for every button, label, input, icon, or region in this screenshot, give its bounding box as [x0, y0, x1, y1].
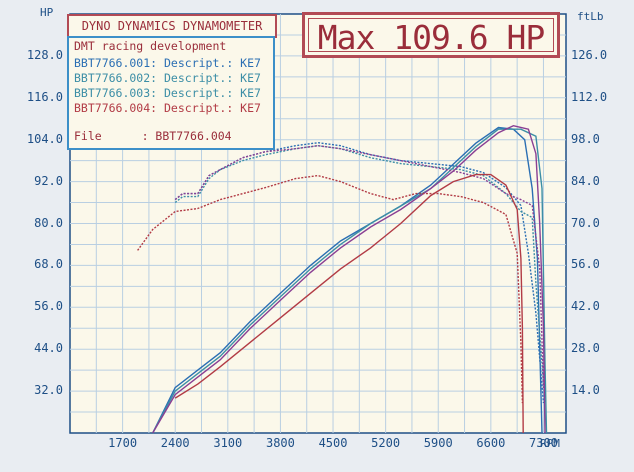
- y-left-tick-label: 80.0: [34, 215, 63, 230]
- y-left-tick-label: 68.0: [34, 257, 63, 272]
- x-tick-label: 4500: [318, 436, 348, 450]
- y-left-tick-label: 56.0: [34, 299, 63, 314]
- max-label: Max: [317, 18, 376, 57]
- run-entry-2: BBT7766.002: Descript.: KE7: [74, 71, 261, 85]
- y-right-tick-label: 70.0: [571, 215, 600, 230]
- run-entry-3: BBT7766.003: Descript.: KE7: [74, 86, 261, 100]
- file-label: File: [74, 129, 102, 143]
- grid: [70, 14, 566, 433]
- file-row: File : BBT7766.004: [74, 129, 273, 144]
- run-info-panel: DMT racing development BBT7766.001: Desc…: [67, 36, 275, 150]
- series-3-power-line: [152, 124, 546, 434]
- max-power-readout: Max 109.6 HP: [302, 12, 560, 58]
- x-tick-label: 5900: [423, 436, 453, 450]
- y-right-unit: ftLb: [577, 10, 604, 23]
- x-tick-label: 3100: [213, 436, 243, 450]
- series-4-torque-line: [137, 174, 524, 404]
- series-2-power-line: [152, 128, 548, 434]
- x-tick-label: 1700: [108, 436, 138, 450]
- x-unit: RPM: [540, 437, 560, 450]
- y-left-unit: HP: [40, 6, 54, 19]
- chart-title: DYNO DYNAMICS DYNAMOMETER: [67, 14, 277, 38]
- x-tick-label: 7300: [529, 436, 558, 450]
- y-left-tick-label: 92.0: [34, 173, 63, 188]
- series-lines: [137, 124, 548, 434]
- max-value: 109.6 HP: [393, 18, 545, 57]
- y-right-tick-label: 98.0: [571, 131, 600, 146]
- y-left-tick-label: 116.0: [26, 89, 63, 104]
- y-right-tick-label: 84.0: [571, 173, 600, 188]
- run-entry-4: BBT7766.004: Descript.: KE7: [74, 101, 261, 115]
- y-right-tick-label: 42.0: [571, 299, 600, 314]
- y-right-tick-label: 126.0: [571, 47, 608, 62]
- x-tick-label: 2400: [160, 436, 190, 450]
- series-4-power-line: [174, 173, 524, 434]
- series-1-torque-line: [174, 141, 545, 404]
- x-tick-label: 5200: [371, 436, 401, 450]
- company-name: DMT racing development: [74, 39, 227, 53]
- y-left-tick-label: 44.0: [34, 341, 63, 356]
- y-right-tick-label: 28.0: [571, 341, 600, 356]
- y-right-tick-label: 112.0: [571, 89, 608, 104]
- y-right-tick-label: 14.0: [571, 383, 600, 398]
- file-value: : BBT7766.004: [141, 129, 232, 143]
- y-left-tick-label: 32.0: [34, 383, 63, 398]
- series-2-torque-line: [174, 144, 546, 404]
- x-tick-label: 6600: [476, 436, 506, 450]
- x-tick-label: 3800: [265, 436, 295, 450]
- y-right-tick-label: 56.0: [571, 257, 600, 272]
- series-1-power-line: [152, 126, 543, 434]
- y-left-tick-label: 104.0: [26, 131, 63, 146]
- run-entry-1: BBT7766.001: Descript.: KE7: [74, 56, 261, 70]
- y-left-tick-label: 128.0: [26, 47, 63, 62]
